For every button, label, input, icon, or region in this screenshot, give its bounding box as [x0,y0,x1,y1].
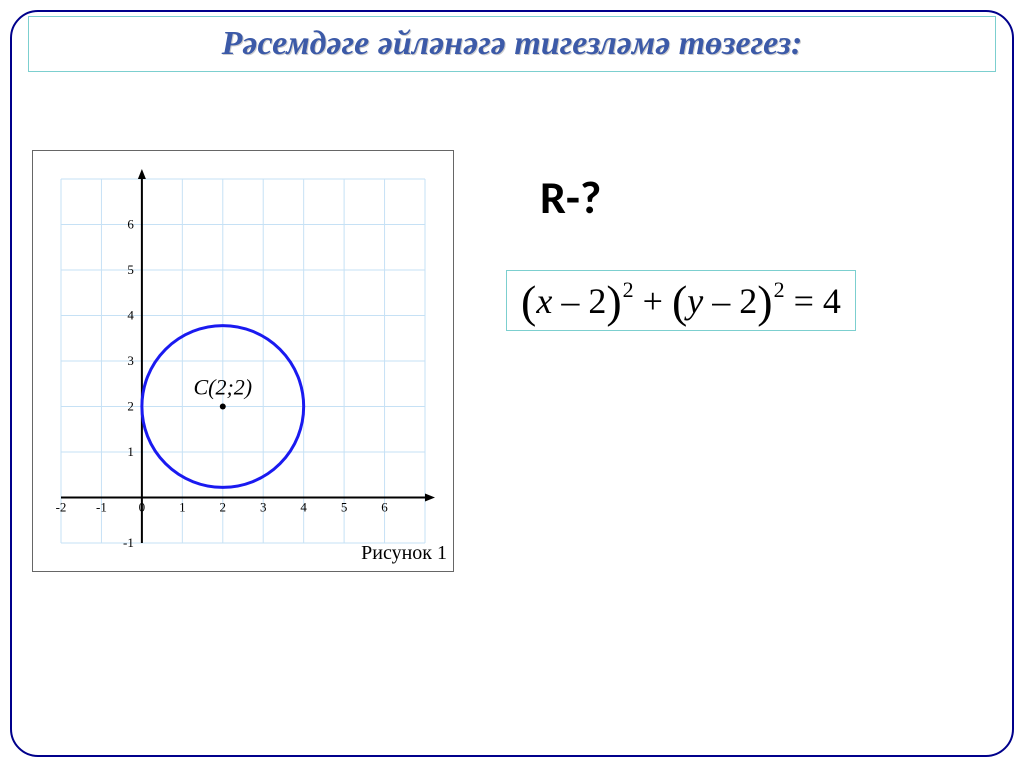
eq-lparen-1: ( [521,276,536,327]
svg-text:4: 4 [300,500,307,515]
eq-minus-2: – 2 [703,281,757,321]
eq-equals: = 4 [785,281,841,321]
svg-text:-1: -1 [123,535,134,550]
svg-text:-1: -1 [96,500,107,515]
chart-container: -2 -1 0 1 2 3 4 5 6 -1 1 2 3 4 5 6 C(2;2) Рисунок 1 [32,150,454,572]
eq-exp-2: 2 [774,277,785,302]
svg-text:6: 6 [127,217,134,232]
svg-text:3: 3 [260,500,267,515]
svg-text:2: 2 [220,500,227,515]
svg-text:3: 3 [127,353,134,368]
circle-equation: (x – 2)2 + (y – 2)2 = 4 [506,270,856,331]
svg-text:2: 2 [127,399,134,414]
svg-text:4: 4 [127,308,134,323]
svg-text:C(2;2): C(2;2) [193,375,252,400]
svg-text:0: 0 [139,500,146,515]
chart-caption: Рисунок 1 [361,542,447,565]
svg-text:1: 1 [179,500,186,515]
eq-y: y [687,281,703,321]
svg-text:5: 5 [127,262,134,277]
svg-text:1: 1 [127,444,134,459]
svg-text:6: 6 [381,500,388,515]
eq-rparen-1: ) [606,276,621,327]
title-text: Рәсемдәге әйләнәгә тигезләмә төзегез: [222,25,803,62]
eq-plus: + [634,281,672,321]
eq-x: x [536,281,552,321]
eq-minus-1: – 2 [552,281,606,321]
svg-text:5: 5 [341,500,348,515]
radius-question: R-? [540,170,601,226]
eq-exp-1: 2 [623,277,634,302]
title-box: Рәсемдәге әйләнәгә тигезләмә төзегез: [28,16,996,72]
svg-text:-2: -2 [56,500,67,515]
eq-rparen-2: ) [757,276,772,327]
eq-lparen-2: ( [672,276,687,327]
coordinate-chart: -2 -1 0 1 2 3 4 5 6 -1 1 2 3 4 5 6 C(2;2) [33,151,453,571]
